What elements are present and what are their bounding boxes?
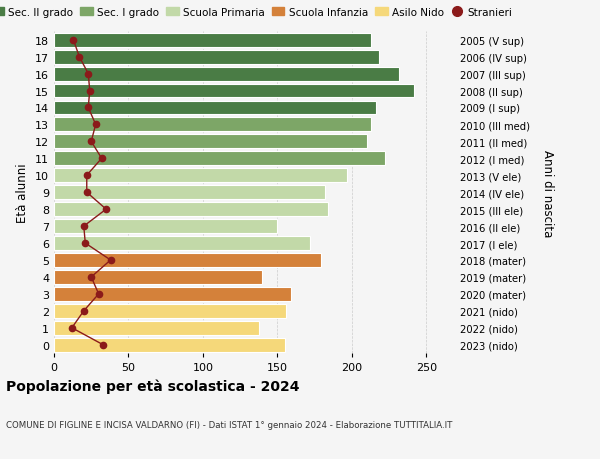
Bar	[54, 101, 376, 115]
Text: Popolazione per età scolastica - 2024: Popolazione per età scolastica - 2024	[6, 379, 299, 393]
Bar	[54, 236, 310, 251]
Text: COMUNE DI FIGLINE E INCISA VALDARNO (FI) - Dati ISTAT 1° gennaio 2024 - Elaboraz: COMUNE DI FIGLINE E INCISA VALDARNO (FI)…	[6, 420, 452, 429]
Bar	[54, 338, 285, 352]
Bar	[54, 169, 347, 183]
Bar	[54, 253, 320, 267]
Y-axis label: Anni di nascita: Anni di nascita	[541, 149, 554, 236]
Bar	[54, 287, 291, 301]
Bar	[54, 135, 367, 149]
Bar	[54, 186, 325, 200]
Bar	[54, 270, 262, 284]
Bar	[54, 34, 371, 48]
Bar	[54, 304, 286, 318]
Bar	[54, 203, 328, 217]
Bar	[54, 321, 259, 335]
Bar	[54, 220, 277, 234]
Bar	[54, 84, 415, 98]
Bar	[54, 152, 385, 166]
Y-axis label: Età alunni: Età alunni	[16, 163, 29, 223]
Legend: Sec. II grado, Sec. I grado, Scuola Primaria, Scuola Infanzia, Asilo Nido, Stran: Sec. II grado, Sec. I grado, Scuola Prim…	[0, 7, 512, 17]
Bar	[54, 118, 371, 132]
Bar	[54, 67, 400, 81]
Bar	[54, 50, 379, 64]
